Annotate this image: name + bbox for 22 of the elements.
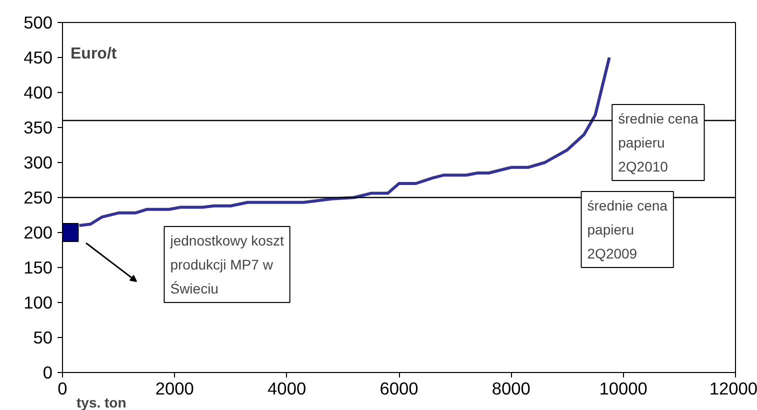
y-axis-title: Euro/t bbox=[70, 46, 118, 62]
y-tick-label: 50 bbox=[33, 328, 53, 348]
x-tick-label: 4000 bbox=[268, 378, 306, 398]
x-tick-label: 6000 bbox=[380, 378, 418, 398]
y-tick-label: 250 bbox=[24, 188, 53, 208]
y-tick-label: 450 bbox=[24, 48, 53, 68]
x-tick-label: 0 bbox=[58, 378, 68, 398]
annotation: jednostkowy koszt produkcji MP7 w Świeciu bbox=[169, 232, 284, 296]
y-tick-label: 150 bbox=[24, 258, 53, 278]
y-tick-label: 500 bbox=[24, 12, 53, 32]
y-tick-label: 400 bbox=[24, 82, 53, 102]
y-tick-label: 0 bbox=[42, 362, 53, 382]
y-tick-label: 300 bbox=[24, 152, 53, 172]
ref-line-label: średnie cena papieru 2Q2010 bbox=[618, 110, 698, 174]
x-tick-label: 10000 bbox=[599, 378, 648, 398]
y-tick-label: 200 bbox=[24, 222, 53, 242]
x-tick-label: 8000 bbox=[492, 378, 530, 398]
x-tick-label: 2000 bbox=[155, 378, 194, 398]
y-tick-label: 350 bbox=[24, 118, 53, 138]
y-tick-label: 100 bbox=[24, 292, 53, 312]
x-tick-label: 12000 bbox=[709, 378, 757, 398]
ref-line-label: średnie cena papieru 2Q2009 bbox=[587, 198, 668, 262]
